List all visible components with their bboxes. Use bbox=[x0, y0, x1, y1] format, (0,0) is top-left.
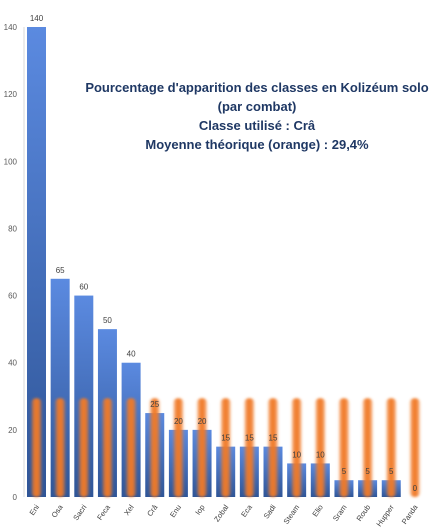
data-label: 0 bbox=[413, 484, 418, 493]
data-label: 15 bbox=[245, 434, 254, 443]
category-label: Feca bbox=[95, 502, 112, 521]
average-overlay-column bbox=[409, 398, 421, 497]
data-label: 20 bbox=[198, 417, 207, 426]
data-label: 60 bbox=[79, 283, 88, 292]
data-label: 10 bbox=[292, 450, 301, 459]
data-label: 10 bbox=[316, 450, 325, 459]
average-overlay-column bbox=[172, 398, 184, 497]
data-label: 140 bbox=[30, 14, 44, 23]
category-label: Enu bbox=[168, 503, 183, 519]
category-label: Xel bbox=[122, 503, 136, 517]
data-label: 40 bbox=[127, 350, 136, 359]
bar-eni bbox=[27, 27, 46, 497]
y-tick-label: 0 bbox=[13, 493, 18, 502]
title-line-2: (par combat) bbox=[217, 99, 297, 114]
data-label: 5 bbox=[342, 467, 347, 476]
average-overlay-column bbox=[243, 398, 255, 497]
y-tick-label: 140 bbox=[4, 23, 18, 32]
category-label: Panda bbox=[400, 502, 420, 526]
data-label: 5 bbox=[389, 467, 394, 476]
average-overlay-column bbox=[196, 398, 208, 497]
y-axis: 0 20 40 60 80 100 120 140 bbox=[4, 23, 25, 502]
average-overlay-column bbox=[314, 398, 326, 497]
average-overlay-column bbox=[54, 398, 66, 497]
category-label: Iop bbox=[193, 503, 206, 517]
average-overlay-column bbox=[220, 398, 232, 497]
data-label: 15 bbox=[269, 434, 278, 443]
data-label: 20 bbox=[174, 417, 183, 426]
average-overlay-column bbox=[125, 398, 137, 497]
y-tick-label: 40 bbox=[8, 359, 17, 368]
category-label: Osa bbox=[50, 502, 66, 519]
average-overlay-column bbox=[385, 398, 397, 497]
category-label: Steam bbox=[281, 503, 301, 526]
average-overlay-column bbox=[31, 398, 42, 497]
category-label: Crâ bbox=[145, 502, 160, 518]
average-overlay-column bbox=[362, 398, 374, 497]
average-overlay-column bbox=[149, 398, 161, 497]
category-label: Hupper bbox=[374, 503, 396, 529]
average-overlay-column bbox=[101, 398, 113, 497]
average-overlay-column bbox=[291, 398, 303, 497]
category-labels: Eni Osa Sacri Feca Xel Crâ Enu Iop Zobal Eca Sadi S… bbox=[28, 502, 420, 528]
data-label: 25 bbox=[150, 400, 159, 409]
y-tick-label: 80 bbox=[8, 224, 17, 233]
y-tick-label: 60 bbox=[8, 292, 17, 301]
category-label: Sadi bbox=[262, 503, 278, 521]
category-label: Eca bbox=[239, 502, 254, 518]
data-label: 15 bbox=[221, 434, 230, 443]
y-tick-label: 20 bbox=[8, 426, 17, 435]
category-label: Sacri bbox=[71, 503, 88, 522]
title-line-4: Moyenne théorique (orange) : 29,4% bbox=[145, 137, 369, 152]
category-label: Sram bbox=[331, 503, 349, 523]
category-label: Zobal bbox=[212, 503, 230, 524]
chart-title: Pourcentage d'apparition des classes en … bbox=[84, 78, 430, 154]
category-label: Eni bbox=[28, 503, 42, 517]
y-tick-label: 100 bbox=[4, 157, 18, 166]
average-overlay-column bbox=[78, 398, 90, 497]
data-label: 65 bbox=[56, 266, 65, 275]
y-tick-label: 120 bbox=[4, 90, 18, 99]
average-overlay-column bbox=[338, 398, 350, 497]
average-overlay-column bbox=[267, 398, 279, 497]
title-line-1: Pourcentage d'apparition des classes en … bbox=[85, 80, 429, 95]
category-label: Roub bbox=[355, 503, 373, 523]
data-label: 50 bbox=[103, 316, 112, 325]
category-label: Elio bbox=[310, 503, 325, 518]
average-overlay bbox=[31, 398, 421, 497]
title-line-3: Classe utilisé : Crâ bbox=[198, 118, 316, 133]
data-label: 5 bbox=[365, 467, 370, 476]
